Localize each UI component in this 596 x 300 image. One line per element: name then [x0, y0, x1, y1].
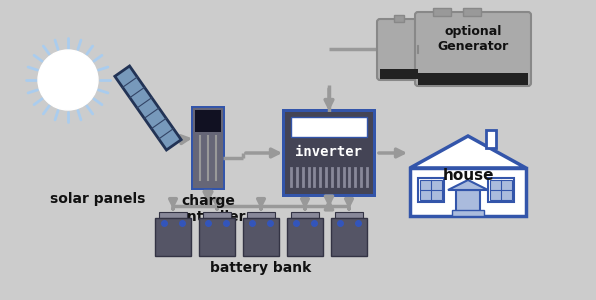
Bar: [488, 178, 514, 202]
Bar: [193, 108, 223, 188]
Bar: [433, 8, 451, 16]
Text: solar panels: solar panels: [50, 192, 145, 206]
Bar: [155, 218, 191, 256]
Bar: [486, 130, 496, 148]
Bar: [335, 212, 363, 218]
Bar: [243, 218, 279, 256]
Bar: [191, 106, 225, 190]
Polygon shape: [115, 66, 181, 150]
Text: inverter: inverter: [296, 145, 362, 159]
Bar: [417, 45, 418, 53]
FancyBboxPatch shape: [415, 12, 531, 86]
Bar: [291, 212, 319, 218]
Bar: [452, 210, 484, 216]
Bar: [410, 168, 526, 216]
Bar: [456, 190, 480, 216]
Bar: [490, 180, 512, 200]
Bar: [159, 212, 187, 218]
Bar: [195, 110, 221, 132]
Text: optional
Generator: optional Generator: [437, 25, 508, 53]
Circle shape: [38, 50, 98, 110]
Bar: [394, 15, 404, 22]
Text: battery bank: battery bank: [210, 261, 312, 275]
Bar: [282, 109, 376, 197]
FancyBboxPatch shape: [377, 19, 421, 80]
Bar: [420, 180, 442, 200]
Bar: [291, 117, 367, 137]
Bar: [463, 8, 481, 16]
Bar: [418, 178, 444, 202]
Polygon shape: [410, 136, 526, 168]
Bar: [380, 69, 418, 79]
Bar: [285, 112, 373, 194]
Bar: [199, 218, 235, 256]
Bar: [418, 73, 528, 85]
Polygon shape: [448, 180, 488, 190]
Bar: [247, 212, 275, 218]
Bar: [203, 212, 231, 218]
Text: house: house: [442, 169, 493, 184]
Text: charge
controller: charge controller: [170, 194, 246, 224]
Bar: [287, 218, 323, 256]
Bar: [331, 218, 367, 256]
